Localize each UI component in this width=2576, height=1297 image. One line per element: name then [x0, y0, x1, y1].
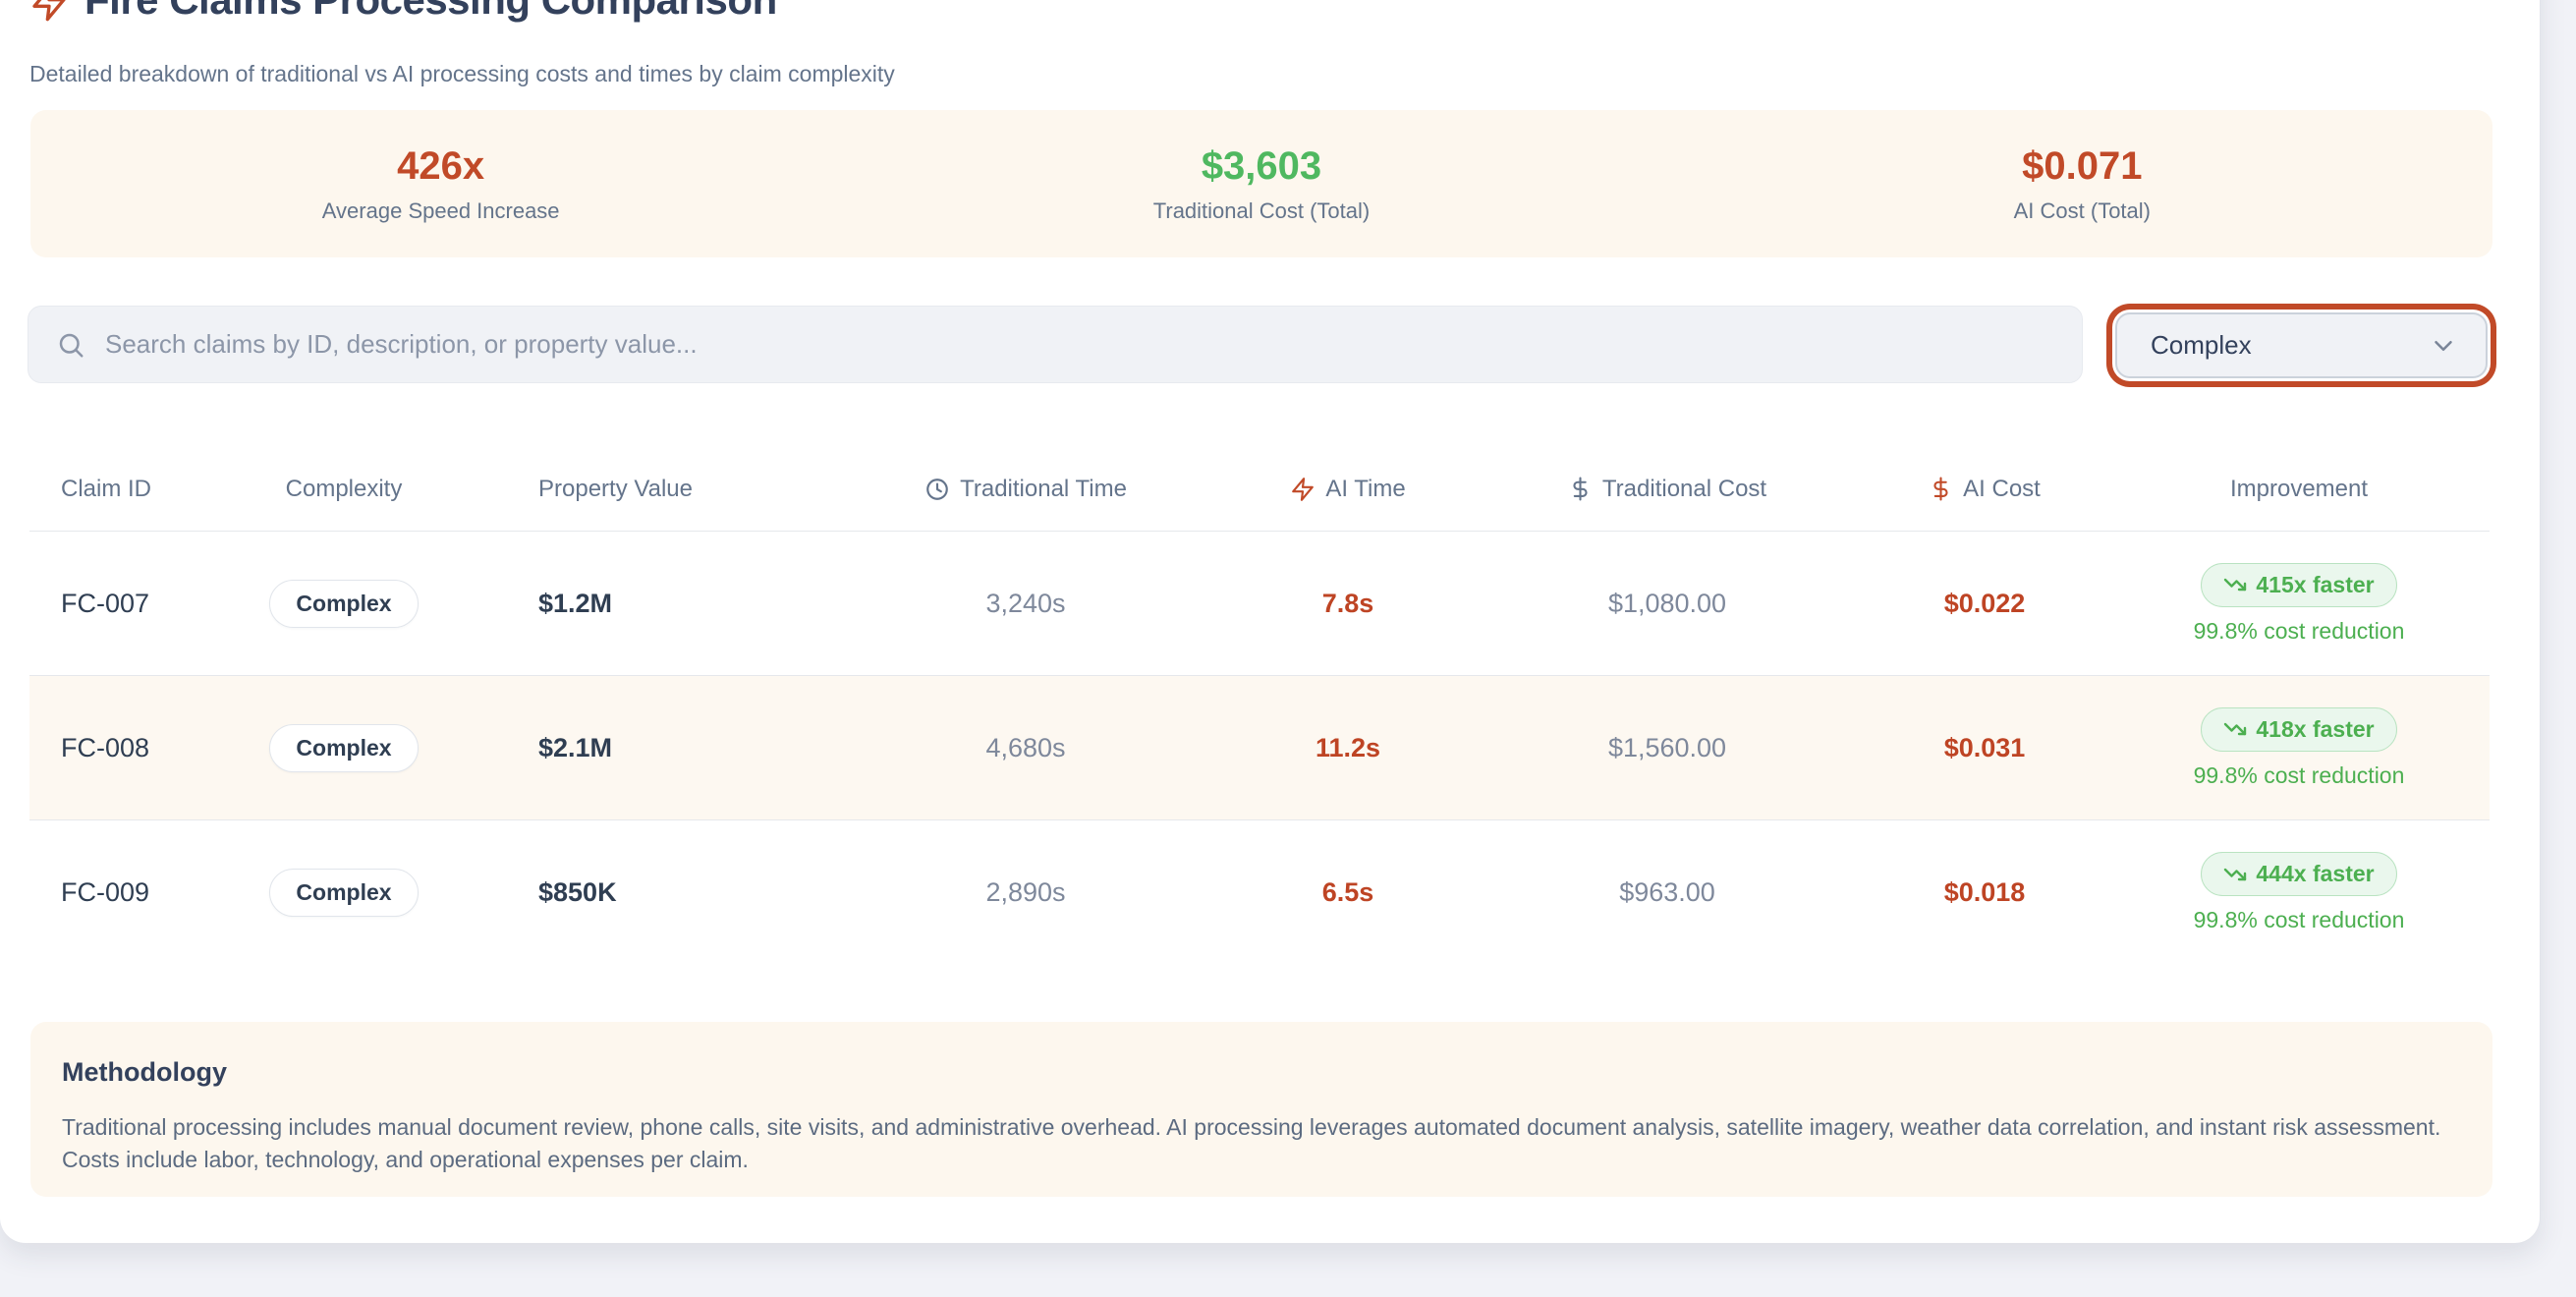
complexity-filter-select[interactable]: Complex [2115, 312, 2488, 378]
stat-label: Average Speed Increase [321, 197, 560, 223]
clock-icon [924, 477, 950, 502]
cost-reduction-label: 99.8% cost reduction [2193, 617, 2405, 644]
table-row[interactable]: FC-008 Complex $2.1M 4,680s 11.2s $1,560… [29, 676, 2490, 820]
traditional-time-cell: 4,680s [985, 732, 1066, 762]
col-header-complexity: Complexity [285, 475, 403, 502]
ai-time-cell: 6.5s [1321, 877, 1374, 907]
methodology-title: Methodology [62, 1057, 227, 1087]
col-header-traditional-cost: Traditional Cost [1474, 476, 1861, 503]
stat-value: $3,603 [1201, 143, 1322, 188]
ai-cost-cell: $0.031 [1943, 732, 2026, 762]
search-input[interactable] [105, 329, 2054, 360]
traditional-time-cell: 3,240s [985, 588, 1066, 618]
zap-icon [29, 0, 69, 23]
search-icon [56, 330, 85, 360]
improvement-cell: 418x faster 99.8% cost reduction [2108, 706, 2490, 789]
page-title: Fire Claims Processing Comparison [84, 0, 777, 26]
trending-down-icon [2223, 863, 2247, 886]
col-header-claim-id: Claim ID [61, 475, 152, 502]
col-header-ai-time: AI Time [1222, 476, 1474, 503]
page-subtitle: Detailed breakdown of traditional vs AI … [29, 61, 895, 86]
stat-ai-cost: $0.071 AI Cost (Total) [1672, 143, 2492, 225]
ai-time-cell: 11.2s [1315, 732, 1381, 762]
page-header: Fire Claims Processing Comparison [29, 0, 777, 26]
col-header-improvement: Improvement [2229, 475, 2369, 502]
faster-badge: 444x faster [2201, 852, 2397, 896]
property-value-cell: $850K [538, 877, 617, 907]
trending-down-icon [2223, 573, 2247, 596]
traditional-cost-cell: $1,080.00 [1607, 588, 1727, 618]
claim-id-cell: FC-008 [61, 732, 150, 762]
cost-reduction-label: 99.8% cost reduction [2193, 907, 2405, 932]
faster-badge: 415x faster [2201, 562, 2397, 607]
dollar-icon [1929, 477, 1953, 501]
col-header-ai-cost: AI Cost [1861, 476, 2108, 503]
stat-speed-increase: 426x Average Speed Increase [30, 143, 851, 225]
table-row[interactable]: FC-009 Complex $850K 2,890s 6.5s $963.00… [29, 820, 2490, 965]
stat-label: AI Cost (Total) [2013, 197, 2151, 223]
complexity-badge: Complex [269, 869, 419, 917]
stat-value: 426x [397, 143, 485, 188]
property-value-cell: $1.2M [538, 588, 613, 618]
complexity-cell: Complex [226, 723, 462, 772]
search-box [28, 306, 2083, 383]
table-row[interactable]: FC-007 Complex $1.2M 3,240s 7.8s $1,080.… [29, 532, 2490, 676]
claim-id-cell: FC-007 [61, 588, 150, 618]
stat-value: $0.071 [2022, 143, 2143, 188]
stat-traditional-cost: $3,603 Traditional Cost (Total) [851, 143, 1671, 225]
claim-id-cell: FC-009 [61, 877, 150, 907]
col-header-property-value: Property Value [538, 475, 693, 502]
faster-badge: 418x faster [2201, 706, 2397, 752]
trending-down-icon [2223, 717, 2247, 741]
traditional-cost-cell: $963.00 [1619, 877, 1715, 907]
complexity-cell: Complex [226, 869, 462, 917]
improvement-cell: 444x faster 99.8% cost reduction [2108, 852, 2490, 933]
traditional-time-cell: 2,890s [985, 877, 1066, 907]
complexity-badge: Complex [269, 579, 419, 628]
col-header-traditional-time: Traditional Time [829, 476, 1222, 503]
methodology-panel: Methodology Traditional processing inclu… [30, 1022, 2492, 1197]
complexity-badge: Complex [269, 723, 419, 772]
dollar-icon [1568, 477, 1593, 501]
chevron-down-icon [2429, 331, 2458, 361]
methodology-body: Traditional processing includes manual d… [62, 1114, 2441, 1172]
claims-table: Claim ID Complexity Property Value Tradi… [29, 447, 2490, 965]
filter-selected-value: Complex [2151, 330, 2252, 360]
zap-icon [1290, 477, 1316, 502]
property-value-cell: $2.1M [538, 732, 613, 762]
stat-label: Traditional Cost (Total) [1152, 197, 1371, 223]
complexity-cell: Complex [226, 579, 462, 628]
table-header-row: Claim ID Complexity Property Value Tradi… [29, 447, 2490, 532]
traditional-cost-cell: $1,560.00 [1607, 732, 1727, 762]
ai-cost-cell: $0.018 [1943, 877, 2026, 907]
summary-stats-bar: 426x Average Speed Increase $3,603 Tradi… [30, 110, 2492, 257]
ai-cost-cell: $0.022 [1943, 588, 2026, 618]
ai-time-cell: 7.8s [1321, 588, 1374, 618]
improvement-cell: 415x faster 99.8% cost reduction [2108, 562, 2490, 645]
cost-reduction-label: 99.8% cost reduction [2193, 761, 2405, 788]
